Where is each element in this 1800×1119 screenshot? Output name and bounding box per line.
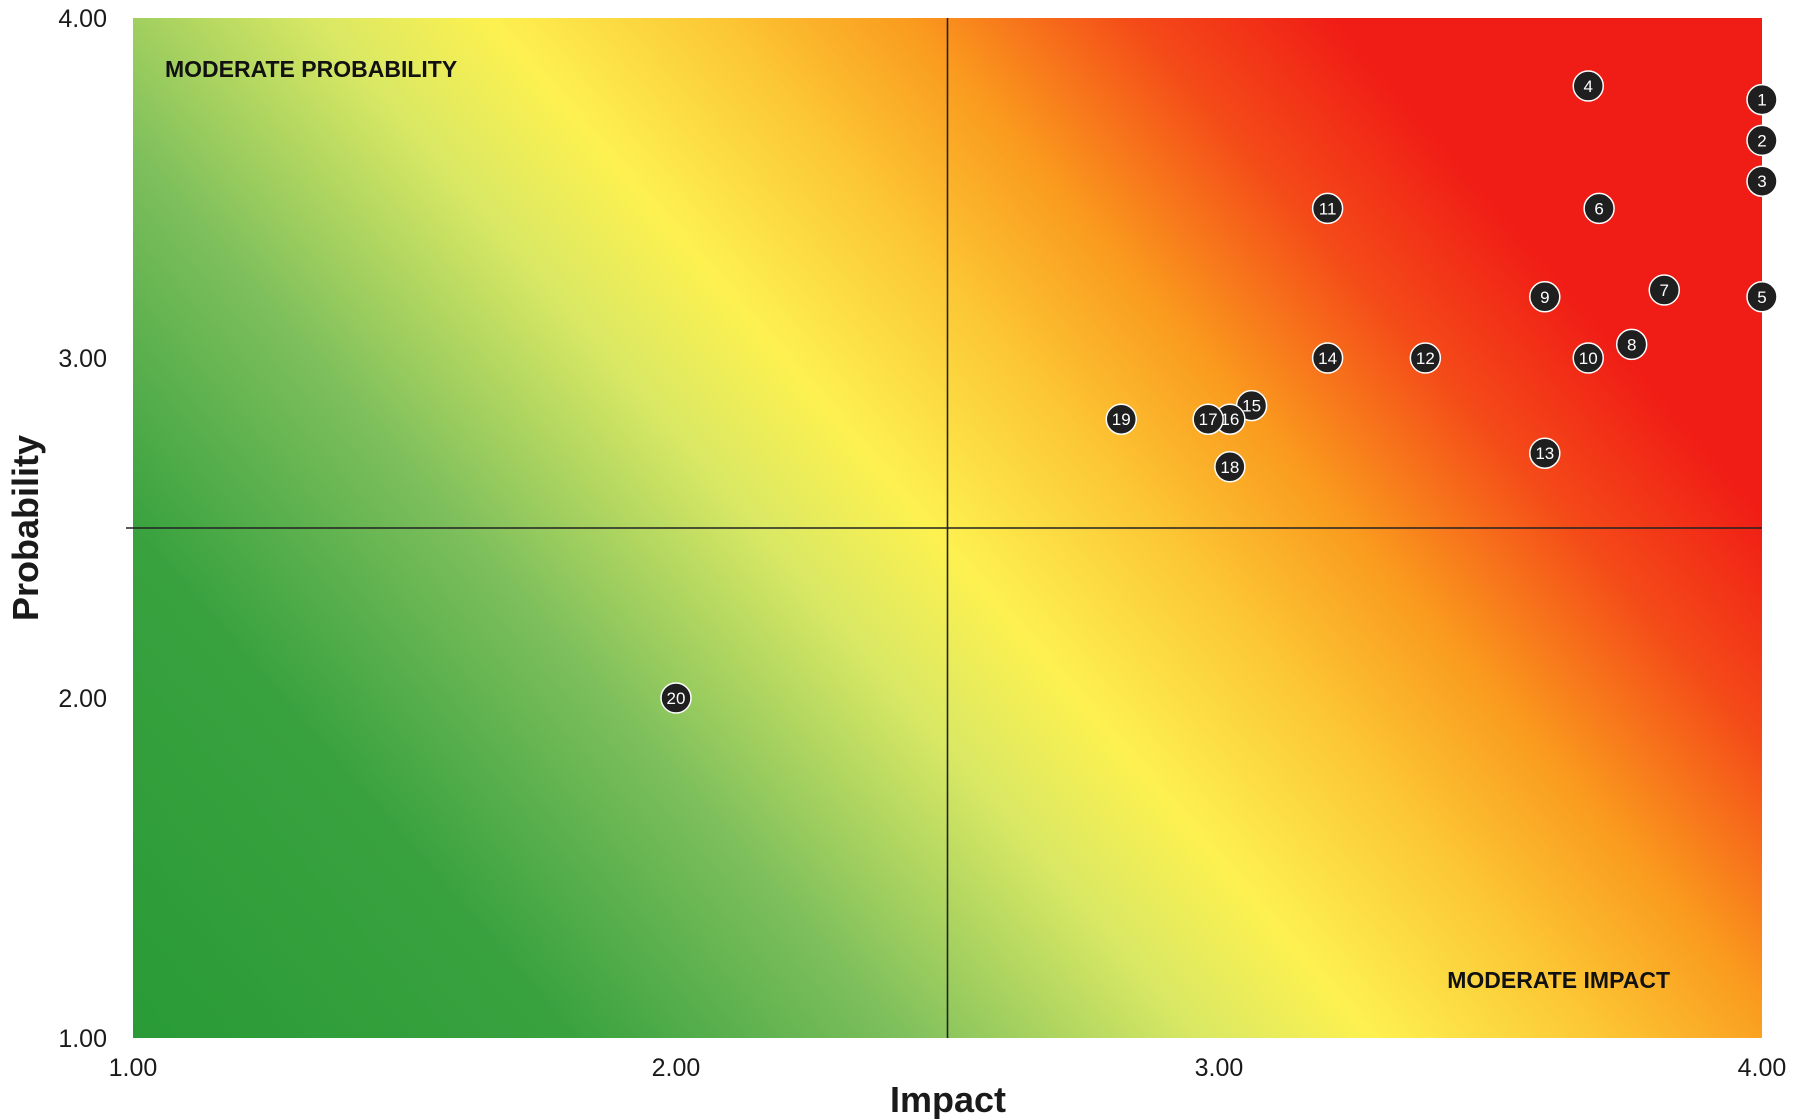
risk-point-label: 16 [1220, 410, 1239, 429]
risk-point-marker [1529, 437, 1561, 469]
risk-point-label: 2 [1757, 131, 1766, 150]
risk-point-14: 14 [1311, 342, 1344, 374]
risk-point-marker [660, 682, 692, 714]
x-tick-label: 1.00 [109, 1054, 158, 1082]
x-tick-label: 3.00 [1195, 1054, 1244, 1082]
risk-point-marker [1572, 70, 1604, 102]
risk-point-12: 12 [1409, 342, 1442, 374]
risk-point-19: 19 [1105, 403, 1138, 435]
risk-point-marker [1192, 403, 1224, 435]
risk-point-1: 1 [1746, 83, 1778, 116]
risk-point-marker [1746, 281, 1778, 313]
x-axis-ticks: 1.00 2.00 3.00 4.00 [109, 1054, 1787, 1082]
risk-point-label: 17 [1199, 410, 1218, 429]
y-tick-label: 4.00 [58, 5, 107, 33]
risk-point-13: 13 [1529, 437, 1561, 469]
risk-point-label: 5 [1757, 288, 1766, 307]
risk-point-label: 9 [1540, 288, 1549, 307]
risk-point-marker [1311, 342, 1344, 374]
zone-label-moderate-impact: MODERATE IMPACT [1447, 967, 1670, 993]
risk-point-marker [1615, 328, 1648, 361]
risk-point-label: 15 [1242, 397, 1261, 416]
risk-point-marker [1648, 274, 1681, 306]
risk-point-17: 17 [1192, 403, 1224, 435]
risk-point-18: 18 [1214, 451, 1246, 483]
x-tick-label: 4.00 [1738, 1054, 1787, 1082]
risk-point-label: 4 [1584, 77, 1593, 96]
risk-point-marker [1409, 342, 1442, 374]
risk-point-label: 18 [1220, 458, 1239, 477]
risk-point-label: 6 [1594, 199, 1603, 218]
risk-point-10: 10 [1572, 342, 1604, 374]
risk-point-9: 9 [1529, 281, 1561, 313]
y-axis-ticks: 1.00 2.00 3.00 4.00 [58, 5, 107, 1053]
risk-point-marker [1583, 192, 1615, 225]
risk-point-label: 13 [1535, 444, 1554, 463]
x-tick-label: 2.00 [652, 1054, 701, 1082]
risk-point-marker [1746, 165, 1778, 197]
y-tick-label: 1.00 [58, 1025, 107, 1053]
risk-point-label: 14 [1318, 349, 1337, 368]
y-axis-title: Probability [5, 435, 46, 621]
risk-point-label: 19 [1112, 410, 1131, 429]
risk-point-2: 2 [1746, 124, 1778, 157]
risk-point-marker [1572, 342, 1604, 374]
risk-point-marker [1311, 192, 1344, 225]
risk-point-label: 8 [1627, 335, 1636, 354]
y-tick-label: 3.00 [58, 345, 107, 373]
risk-point-3: 3 [1746, 165, 1778, 197]
risk-point-label: 12 [1416, 349, 1435, 368]
risk-point-label: 20 [667, 689, 686, 708]
risk-point-label: 7 [1660, 281, 1669, 300]
risk-point-label: 1 [1757, 91, 1766, 110]
risk-point-4: 4 [1572, 70, 1604, 102]
risk-point-20: 20 [660, 682, 692, 714]
risk-point-6: 6 [1583, 192, 1615, 225]
risk-point-marker [1214, 451, 1246, 483]
risk-point-label: 10 [1579, 349, 1598, 368]
risk-point-11: 11 [1311, 192, 1344, 225]
risk-point-label: 3 [1757, 172, 1766, 191]
risk-point-marker [1746, 83, 1778, 116]
risk-point-marker [1105, 403, 1138, 435]
y-tick-label: 2.00 [58, 685, 107, 713]
zone-label-moderate-probability: MODERATE PROBABILITY [165, 56, 457, 82]
risk-point-7: 7 [1648, 274, 1681, 306]
risk-point-label: 11 [1319, 199, 1337, 218]
x-axis-title: Impact [890, 1079, 1006, 1119]
risk-point-5: 5 [1746, 281, 1778, 313]
risk-point-marker [1529, 281, 1561, 313]
risk-point-marker [1746, 124, 1778, 157]
risk-point-8: 8 [1615, 328, 1648, 361]
